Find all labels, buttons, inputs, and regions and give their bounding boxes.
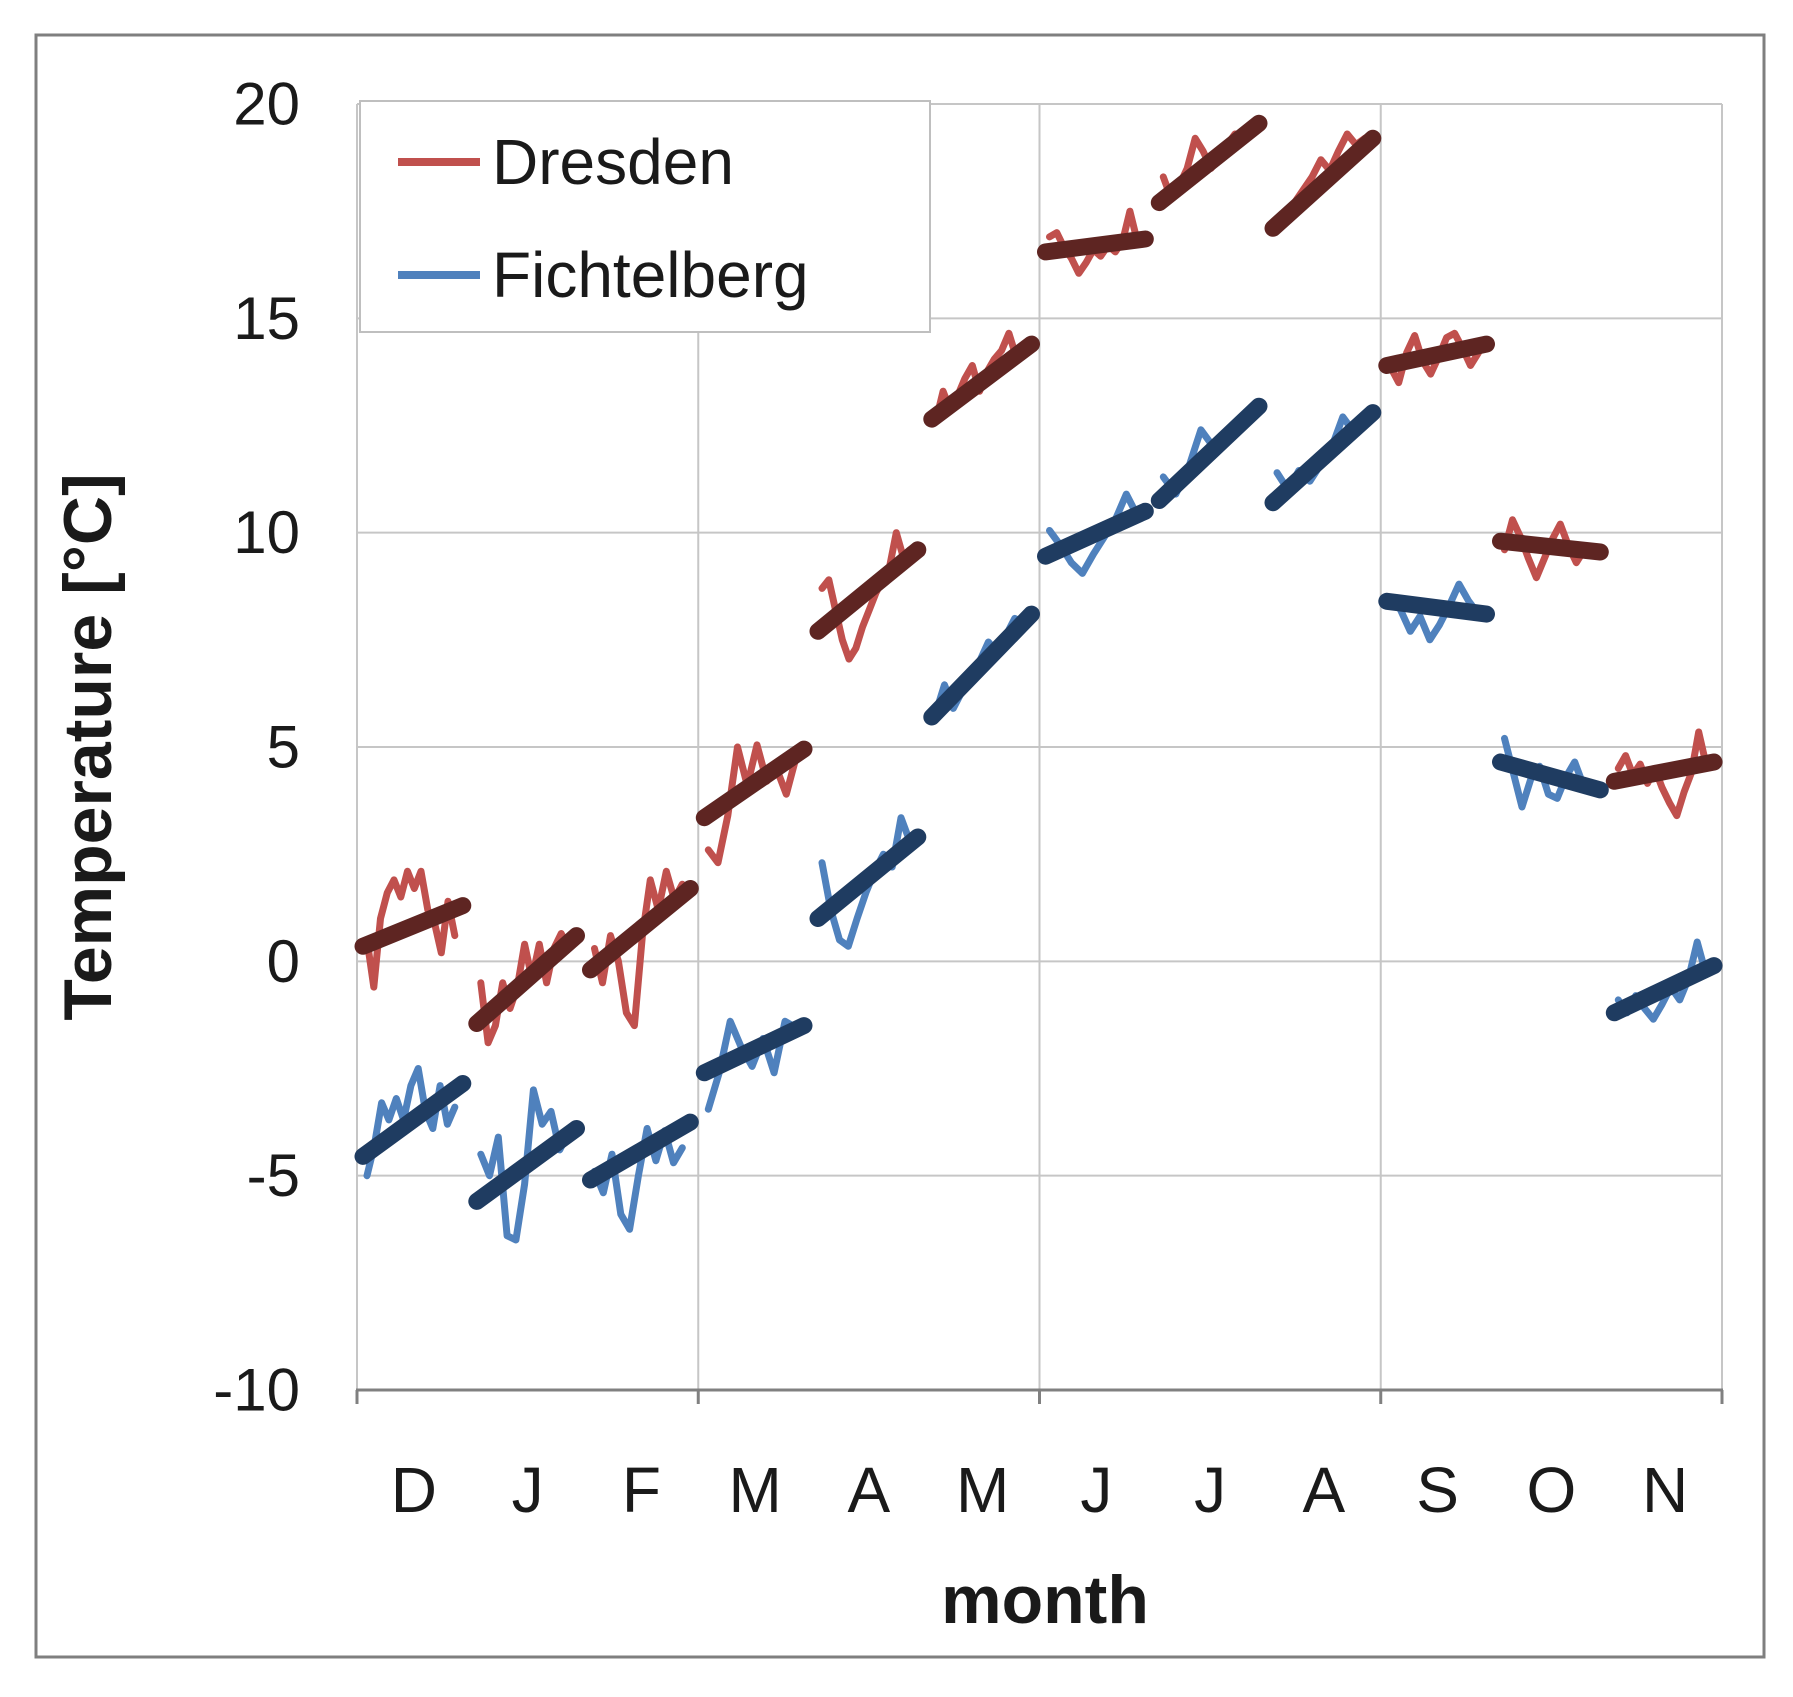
- daily-line-S: [1387, 580, 1482, 644]
- trend-line-A: [809, 828, 927, 927]
- trend-line-D: [354, 897, 472, 955]
- x-axis-line: [355, 1388, 1724, 1404]
- series-fichtelberg: [354, 397, 1723, 1244]
- x-tick-label: O: [1526, 1454, 1576, 1526]
- trend-line-M: [695, 1017, 813, 1082]
- x-tick-label: F: [622, 1454, 661, 1526]
- legend-box: [359, 100, 931, 333]
- y-axis-title: Temperature [°C]: [50, 473, 126, 1020]
- trend-line-A: [1264, 404, 1382, 512]
- x-tick-label: J: [512, 1454, 544, 1526]
- x-tick-label: J: [1080, 1454, 1112, 1526]
- figure-frame: [34, 33, 1766, 1659]
- legend: Dresden Fichtelberg: [359, 100, 931, 333]
- trend-line-S: [1378, 335, 1495, 374]
- trend-line-M: [695, 740, 813, 827]
- daily-line-D: [363, 867, 459, 991]
- daily-line-D: [363, 1065, 459, 1180]
- y-tick-label: 0: [267, 928, 300, 995]
- x-tick-label: S: [1416, 1454, 1459, 1526]
- trend-line-M: [923, 605, 1040, 726]
- y-tick-label: 20: [233, 71, 300, 138]
- x-tick-label: M: [728, 1454, 781, 1526]
- trend-line-D: [354, 1075, 472, 1165]
- daily-line-M: [704, 741, 800, 867]
- trend-line-A: [1264, 129, 1382, 237]
- trend-line-J: [1150, 114, 1268, 212]
- trend-line-F: [582, 880, 699, 979]
- x-tick-label: A: [848, 1454, 891, 1526]
- trend-line-J: [1037, 502, 1154, 565]
- daily-line-J: [477, 1086, 572, 1244]
- trend-line-M: [923, 335, 1040, 428]
- x-tick-label: A: [1303, 1454, 1346, 1526]
- x-tick-label: D: [391, 1454, 437, 1526]
- x-tick-label: M: [956, 1454, 1009, 1526]
- x-axis-title: month: [941, 1562, 1149, 1638]
- trend-line-J: [468, 1120, 585, 1210]
- y-tick-label: 10: [233, 499, 300, 566]
- trend-line-F: [582, 1113, 699, 1189]
- series-dresden: [354, 114, 1723, 1047]
- legend-label-fichtelberg: Fichtelberg: [492, 239, 809, 311]
- y-axis-labels: 20 15 10 5 0 -5 -10: [213, 71, 300, 1424]
- trend-line-J: [1037, 230, 1154, 261]
- trend-line-O: [1492, 532, 1609, 561]
- trend-line-S: [1378, 592, 1495, 623]
- trend-line-J: [1150, 397, 1268, 509]
- y-tick-label: -5: [247, 1142, 300, 1209]
- trend-line-N: [1605, 753, 1723, 790]
- daily-line-O: [1501, 734, 1596, 811]
- daily-line-F: [591, 867, 686, 1030]
- gridlines: [356, 103, 1723, 1391]
- trend-line-N: [1605, 957, 1723, 1022]
- x-tick-label: N: [1642, 1454, 1688, 1526]
- trend-line-O: [1492, 753, 1609, 799]
- trend-line-J: [468, 927, 585, 1032]
- x-tick-label: J: [1194, 1454, 1226, 1526]
- trend-line-A: [809, 541, 927, 640]
- legend-label-dresden: Dresden: [492, 126, 734, 198]
- y-tick-label: 15: [233, 285, 300, 352]
- y-tick-label: -10: [213, 1357, 300, 1424]
- y-tick-label: 5: [267, 714, 300, 781]
